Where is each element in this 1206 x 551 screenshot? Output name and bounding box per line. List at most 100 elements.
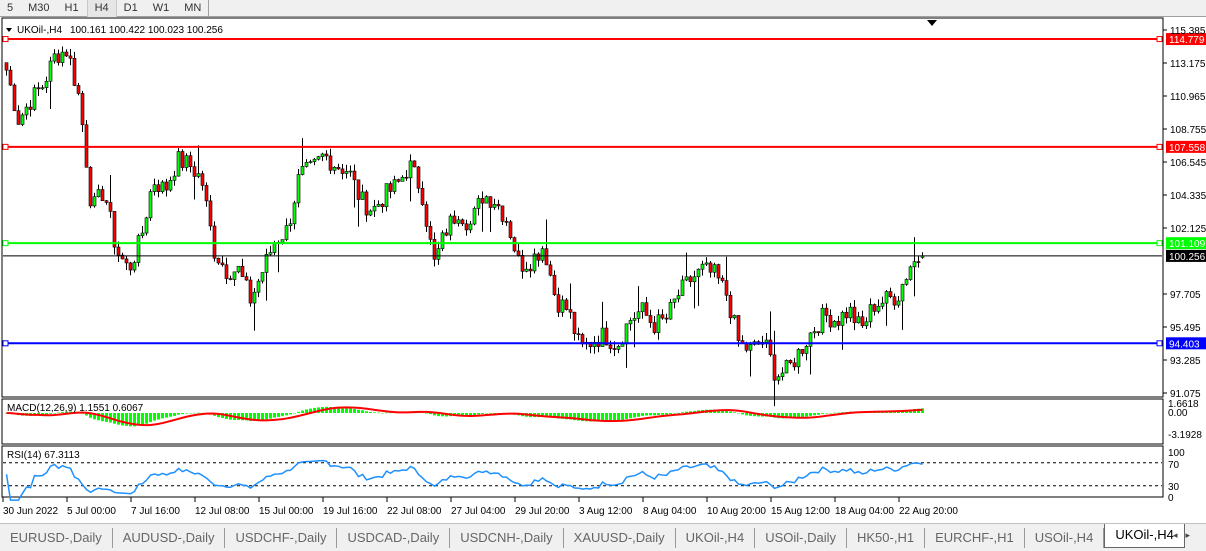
macd-histogram-bar [429, 413, 432, 415]
tab-usoil-h4[interactable]: USOil-,H4 [1025, 527, 1105, 548]
candle [192, 166, 197, 177]
macd-histogram-bar [573, 413, 576, 421]
candle [600, 327, 605, 347]
candle [160, 181, 165, 192]
time-tick-label: 5 Jul 00:00 [67, 506, 116, 517]
macd-histogram-bar [753, 413, 756, 417]
candle [528, 268, 533, 272]
candle [868, 304, 873, 323]
macd-histogram-bar [485, 413, 488, 414]
candle [300, 166, 305, 175]
candle [712, 264, 717, 273]
macd-histogram-bar [617, 413, 620, 421]
macd-histogram-bar [305, 409, 308, 413]
timeframe-m30[interactable]: M30 [28, 2, 50, 14]
tab-eurchf-h1[interactable]: EURCHF-,H1 [925, 527, 1025, 548]
time-tick-label: 22 Aug 20:00 [899, 506, 958, 517]
candle [112, 211, 117, 248]
candle [404, 176, 409, 179]
tab-hk50-h1[interactable]: HK50-,H1 [847, 527, 926, 548]
candle [536, 253, 541, 261]
tab-usdcad-daily[interactable]: USDCAD-,Daily [337, 527, 451, 548]
timeframe-5[interactable]: 5 [7, 2, 14, 14]
macd-histogram-bar [425, 413, 428, 414]
macd-histogram-bar [797, 413, 800, 418]
macd-histogram-bar [613, 413, 616, 421]
line-handle-icon [2, 36, 9, 43]
candle [40, 87, 45, 90]
price-tick-label: 102.125 [1170, 224, 1206, 235]
price-tick-label: 97.705 [1170, 290, 1201, 301]
candle [680, 279, 685, 296]
chart-shift-marker-icon[interactable] [927, 20, 937, 26]
candle [516, 250, 521, 256]
candle [304, 162, 309, 167]
line-handle-icon [1156, 240, 1163, 247]
tab-audusd-daily[interactable]: AUDUSD-,Daily [113, 527, 226, 548]
candle [100, 189, 105, 202]
macd-histogram-bar [461, 413, 464, 416]
candle [476, 198, 481, 209]
macd-histogram-bar [553, 413, 556, 418]
tab-usdchf-daily[interactable]: USDCHF-,Daily [225, 527, 338, 548]
candle [592, 341, 597, 348]
tab-scroll-arrows-icon[interactable]: ◂▸ [1172, 530, 1198, 540]
macd-histogram-bar [585, 413, 588, 422]
timeframe-w1[interactable]: W1 [152, 2, 170, 14]
candle [260, 272, 265, 282]
price-label: 94.403 [1169, 339, 1200, 350]
macd-histogram-bar [85, 413, 88, 416]
candle [412, 160, 417, 168]
candle [876, 305, 881, 312]
tab-ukoil-h4[interactable]: UKOil-,H4 [1104, 523, 1185, 548]
candle [32, 87, 37, 110]
macd-label: MACD(12,26,9) 1.1551 0.6067 [7, 403, 144, 414]
price-axis: 115.385 113.175 110.965 108.755 106.545 104.3… [1163, 26, 1206, 400]
candle [804, 345, 809, 354]
candle [576, 333, 581, 336]
dropdown-triangle-icon[interactable] [6, 28, 12, 32]
candle [608, 344, 613, 349]
candle [688, 276, 693, 283]
candle [488, 196, 493, 208]
macd-histogram-bar [97, 413, 100, 421]
macd-histogram-bar [285, 413, 288, 416]
candle [500, 205, 505, 222]
tab-eurusd-daily[interactable]: EURUSD-,Daily [0, 527, 113, 548]
candle [8, 69, 13, 86]
candle [44, 80, 49, 88]
tab-usoil-daily[interactable]: USOil-,Daily [755, 527, 847, 548]
candle [492, 204, 497, 208]
candle [548, 264, 553, 276]
timeframe-d1[interactable]: D1 [123, 2, 138, 14]
macd-histogram-bar [477, 413, 480, 415]
macd-histogram-bar [681, 412, 684, 413]
chart-area[interactable]: 114.779 107.558 101.109 94.403 115.385 113.1… [0, 0, 1206, 523]
time-tick-label: 22 Jul 08:00 [387, 506, 442, 517]
macd-histogram-bar [181, 413, 184, 415]
macd-histogram-bar [689, 411, 692, 413]
timeframe-mn[interactable]: MN [177, 0, 210, 17]
tab-usdcnh-daily[interactable]: USDCNH-,Daily [450, 527, 564, 548]
macd-histogram-bar [53, 413, 56, 414]
candle [836, 321, 841, 326]
macd-histogram-bar [257, 413, 260, 421]
candle [296, 174, 301, 204]
price-tick-label: 110.965 [1170, 92, 1206, 103]
macd-histogram-bar [581, 413, 584, 422]
macd-histogram-bar [353, 408, 356, 413]
macd-histogram-bar [157, 413, 160, 420]
candle [72, 58, 77, 86]
candle [632, 318, 637, 321]
candle [128, 262, 133, 271]
macd-pane[interactable] [1, 398, 1164, 445]
tab-xauusd-daily[interactable]: XAUUSD-,Daily [564, 527, 676, 548]
timeframe-h1[interactable]: H1 [64, 2, 79, 14]
timeframe-h4[interactable]: H4 [86, 0, 117, 17]
candle [220, 262, 225, 266]
price-tick-label: 106.545 [1170, 158, 1206, 169]
tab-ukoil-h4[interactable]: UKOil-,H4 [676, 527, 756, 548]
timeframe-toolbar: 5 M30 H1 H4 D1 W1 MN [0, 0, 1206, 17]
macd-histogram-bar [165, 413, 168, 418]
macd-histogram-bar [741, 413, 744, 415]
